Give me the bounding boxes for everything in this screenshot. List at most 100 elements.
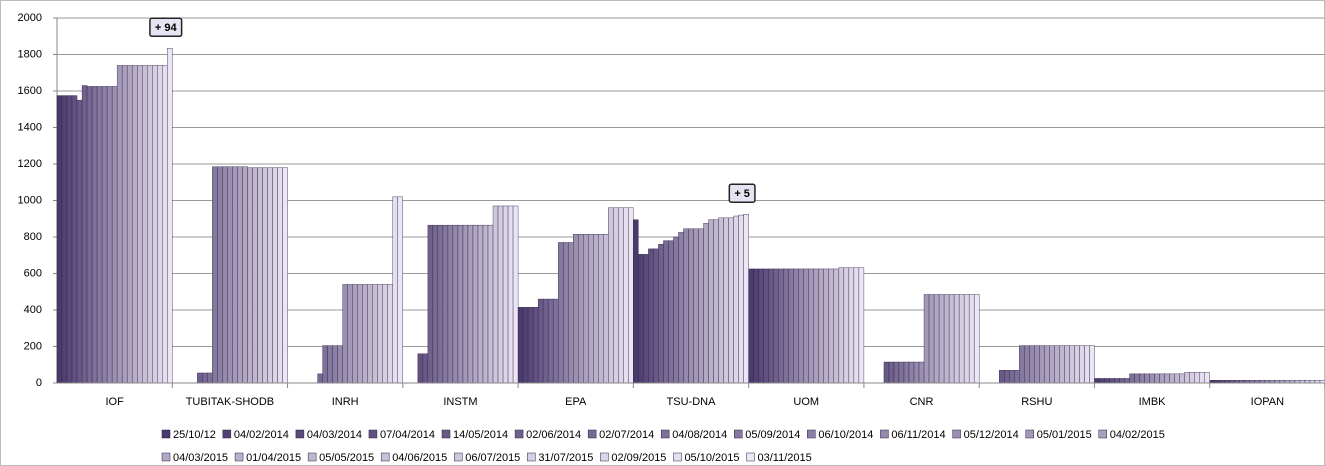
bar bbox=[147, 65, 153, 384]
bar bbox=[66, 95, 73, 384]
legend-swatch bbox=[380, 452, 390, 462]
legend-swatch bbox=[368, 429, 378, 439]
bar bbox=[527, 307, 534, 384]
bar bbox=[512, 205, 519, 384]
bar bbox=[783, 268, 789, 384]
bar bbox=[517, 307, 524, 384]
annotation: + 5 bbox=[734, 188, 750, 200]
bar bbox=[437, 224, 444, 384]
bar bbox=[958, 294, 965, 384]
bar bbox=[392, 196, 399, 384]
legend-label: 04/08/2014 bbox=[672, 429, 727, 441]
bar bbox=[372, 284, 378, 384]
bar bbox=[903, 361, 910, 384]
bar bbox=[142, 65, 148, 384]
legend-item: 04/08/2014 bbox=[660, 429, 727, 441]
bar bbox=[1099, 378, 1105, 384]
bar bbox=[688, 228, 694, 384]
bar bbox=[267, 167, 273, 384]
bar bbox=[593, 234, 599, 384]
bar bbox=[262, 167, 268, 384]
bar bbox=[282, 167, 288, 384]
legend-label: 05/09/2014 bbox=[745, 429, 800, 441]
bar bbox=[462, 224, 469, 384]
bar bbox=[447, 224, 454, 384]
bar bbox=[743, 213, 749, 384]
bar bbox=[86, 86, 93, 384]
bar bbox=[1119, 378, 1125, 384]
bar bbox=[573, 234, 579, 384]
legend-label: 05/12/2014 bbox=[964, 429, 1019, 441]
bar bbox=[126, 65, 133, 384]
legend-label: 04/03/2015 bbox=[173, 452, 228, 464]
bar bbox=[623, 207, 629, 384]
bar bbox=[963, 294, 970, 384]
bar bbox=[347, 284, 353, 384]
legend-item: 02/07/2014 bbox=[587, 429, 654, 441]
legend-item: 04/03/2015 bbox=[161, 452, 228, 464]
bar bbox=[583, 234, 589, 384]
bar bbox=[232, 166, 238, 384]
bar bbox=[352, 284, 358, 384]
bar bbox=[588, 234, 594, 384]
bar bbox=[1139, 373, 1145, 384]
bar bbox=[663, 240, 669, 384]
legend-item: 04/06/2015 bbox=[380, 452, 447, 464]
x-tick-label: TUBITAK-SHODB bbox=[186, 396, 274, 408]
legend-label: 04/02/2014 bbox=[234, 429, 289, 441]
x-tick-label: EPA bbox=[565, 396, 587, 408]
y-tick-label: 0 bbox=[36, 377, 42, 389]
bar bbox=[598, 234, 604, 384]
legend-item: 06/10/2014 bbox=[807, 429, 873, 441]
x-tick-label: IOF bbox=[105, 396, 124, 408]
bar bbox=[342, 284, 348, 384]
bar bbox=[1064, 345, 1070, 384]
legend-item: 02/09/2015 bbox=[600, 452, 666, 464]
legend-swatch bbox=[514, 429, 524, 439]
bar bbox=[317, 373, 323, 384]
bar bbox=[803, 268, 809, 384]
bar bbox=[618, 207, 624, 384]
bar bbox=[943, 294, 950, 384]
legend-label: 03/11/2015 bbox=[758, 452, 812, 464]
bar bbox=[417, 353, 424, 384]
bar bbox=[733, 215, 739, 384]
bar bbox=[613, 207, 619, 384]
x-tick-label: CNR bbox=[910, 396, 934, 408]
bar bbox=[1164, 373, 1170, 384]
legend-label: 31/07/2015 bbox=[538, 452, 593, 464]
x-tick-label: IMBK bbox=[1139, 396, 1167, 408]
bar bbox=[668, 240, 674, 384]
bar bbox=[332, 345, 338, 384]
legend-label: 04/03/2014 bbox=[307, 429, 362, 441]
bar bbox=[818, 268, 825, 384]
bar bbox=[257, 167, 263, 384]
bar bbox=[648, 248, 654, 384]
bar bbox=[1019, 345, 1025, 384]
y-tick-label: 800 bbox=[24, 231, 42, 243]
bar bbox=[798, 268, 804, 384]
y-tick-label: 2000 bbox=[18, 12, 42, 24]
bar bbox=[477, 224, 484, 384]
bar bbox=[908, 361, 915, 384]
bar bbox=[432, 224, 439, 384]
legend-label: 01/04/2015 bbox=[246, 452, 301, 464]
bar bbox=[828, 268, 835, 384]
bar bbox=[1069, 345, 1075, 384]
legend-item: 05/12/2014 bbox=[952, 429, 1019, 441]
bar bbox=[121, 65, 128, 384]
bar bbox=[252, 167, 258, 384]
bar bbox=[718, 217, 724, 384]
legend-label: 04/02/2015 bbox=[1110, 429, 1165, 441]
bar bbox=[843, 267, 850, 384]
bar bbox=[773, 268, 779, 384]
legend-label: 06/07/2015 bbox=[465, 452, 520, 464]
legend-label: 07/04/2014 bbox=[380, 429, 435, 441]
bar bbox=[1039, 345, 1045, 384]
legend-swatch bbox=[660, 429, 670, 439]
bar bbox=[758, 268, 764, 384]
bar bbox=[362, 284, 368, 384]
bar bbox=[377, 284, 383, 384]
bar bbox=[578, 234, 584, 384]
bar bbox=[422, 353, 429, 384]
